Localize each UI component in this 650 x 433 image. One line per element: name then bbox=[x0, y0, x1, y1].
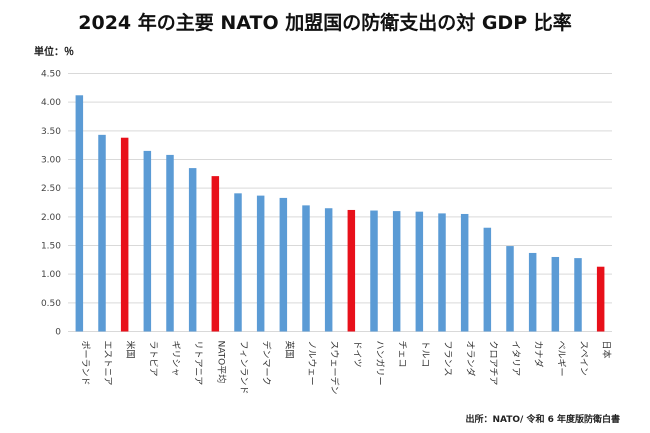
bar bbox=[211, 176, 220, 332]
category-label: ドイツ bbox=[351, 341, 361, 368]
bar bbox=[392, 211, 401, 332]
bar bbox=[460, 213, 469, 332]
category-label: ラトビア bbox=[147, 341, 158, 377]
category-label: スペイン bbox=[578, 341, 588, 376]
category-label: ノルウェー bbox=[306, 341, 317, 386]
category-label: カナダ bbox=[533, 341, 545, 368]
y-tick-label: 0.50 bbox=[41, 299, 61, 309]
category-label: エストニア bbox=[102, 341, 112, 386]
bar bbox=[506, 246, 514, 332]
bar bbox=[438, 213, 446, 332]
bar bbox=[302, 205, 310, 332]
bar bbox=[234, 193, 242, 332]
y-tick-label: 2.00 bbox=[41, 213, 61, 223]
category-label: デンマーク bbox=[261, 341, 273, 386]
category-label: 英国 bbox=[283, 341, 295, 359]
category-label: 日本 bbox=[601, 341, 613, 359]
bar bbox=[347, 209, 356, 332]
bar bbox=[143, 150, 152, 332]
bar bbox=[415, 211, 424, 332]
y-tick-label: 4.50 bbox=[41, 70, 61, 80]
y-tick-label: 1.00 bbox=[41, 270, 61, 280]
category-label: リトアニア bbox=[193, 341, 203, 386]
bar bbox=[279, 197, 288, 332]
category-label: 米国 bbox=[125, 341, 137, 359]
category-label: トルコ bbox=[419, 341, 429, 368]
y-tick-label: 1.50 bbox=[41, 242, 61, 252]
bar bbox=[188, 168, 197, 332]
bar bbox=[324, 208, 333, 332]
bar bbox=[256, 195, 265, 332]
category-label: NATO平均 bbox=[215, 341, 227, 384]
y-tick-label: 4.00 bbox=[41, 98, 61, 108]
category-label: ギリシャ bbox=[170, 341, 181, 377]
category-label: オランダ bbox=[465, 341, 477, 377]
bar bbox=[528, 252, 537, 332]
bar bbox=[483, 227, 492, 332]
category-label: イタリア bbox=[510, 341, 521, 377]
source-note: 出所：NATO/ 令和 6 年度版防衛白書 bbox=[465, 415, 620, 425]
category-label: ハンガリー bbox=[374, 341, 385, 386]
bar bbox=[596, 266, 605, 332]
category-label: フィンランド bbox=[238, 341, 249, 395]
bar bbox=[75, 95, 84, 332]
category-label: クロアチア bbox=[487, 341, 498, 386]
bar bbox=[166, 154, 174, 332]
y-tick-label: 0 bbox=[55, 328, 61, 338]
bar bbox=[551, 256, 560, 332]
bar bbox=[98, 134, 106, 332]
category-label: チェコ bbox=[397, 341, 408, 368]
unit-label: 単位：％ bbox=[34, 47, 74, 58]
bar bbox=[120, 137, 129, 332]
bar bbox=[574, 258, 582, 332]
category-label: フランス bbox=[442, 341, 453, 377]
y-tick-label: 3.50 bbox=[41, 127, 61, 137]
y-tick-label: 2.50 bbox=[41, 184, 61, 194]
category-label: ベルギー bbox=[555, 341, 566, 377]
y-tick-label: 3.00 bbox=[41, 156, 61, 166]
category-label: スウェーデン bbox=[329, 341, 341, 395]
chart-title: 2024 年の主要 NATO 加盟国の防衛支出の対 GDP 比率 bbox=[78, 12, 572, 34]
bar bbox=[370, 210, 378, 332]
category-label: ポーランド bbox=[79, 341, 90, 386]
